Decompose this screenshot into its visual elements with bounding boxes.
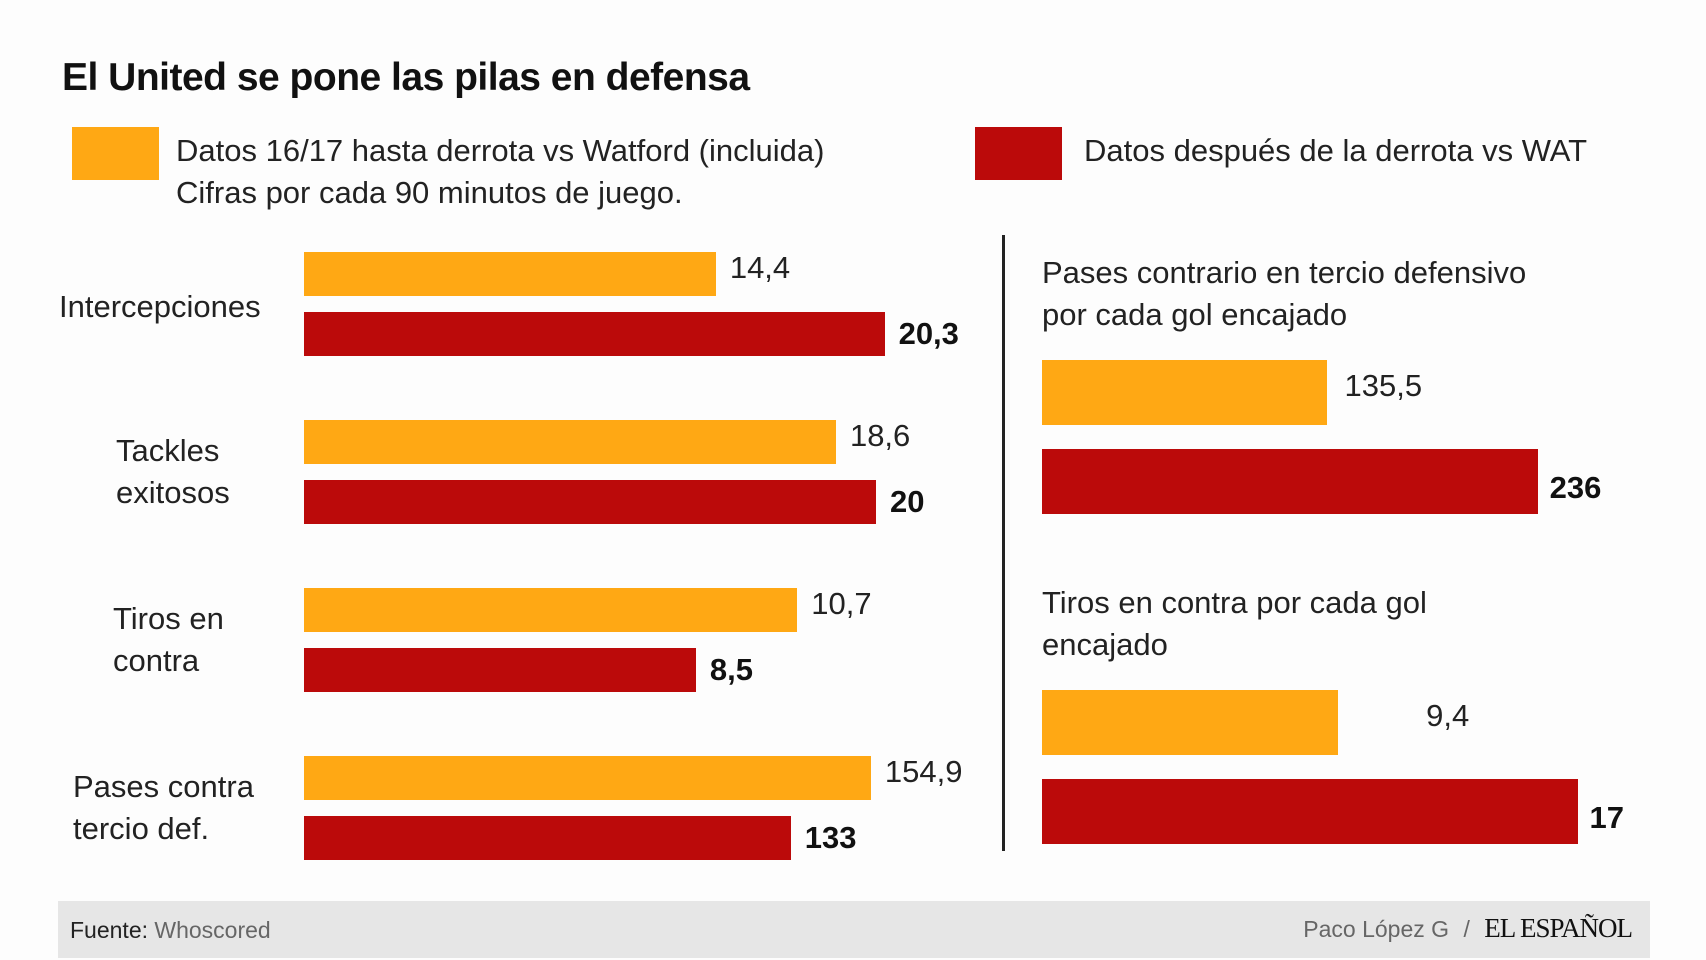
value-label-after: 236: [1549, 470, 1602, 505]
legend-label-before: Datos 16/17 hasta derrota vs Watford (in…: [176, 133, 825, 168]
source-value: Whoscored: [154, 917, 271, 943]
bar-after: [1042, 449, 1538, 514]
bar-after: [304, 312, 885, 356]
legend-swatch-after: [975, 127, 1062, 180]
bar-before: [304, 756, 871, 800]
legend-swatch-before: [72, 127, 159, 180]
category-label: Tiros en contra: [113, 598, 224, 682]
panel-title-line: Pases contrario en tercio defensivo: [1042, 255, 1527, 290]
bar-after: [304, 480, 876, 524]
value-label-before: 154,9: [884, 754, 963, 789]
value-label-before: 135,5: [1344, 368, 1423, 403]
value-label-after: 133: [804, 820, 857, 855]
category-label-line: Intercepciones: [59, 289, 261, 324]
footer: Fuente: Whoscored Paco López G / EL ESPA…: [58, 901, 1650, 958]
panel-title-line: encajado: [1042, 627, 1168, 662]
value-label-before: 10,7: [811, 586, 872, 621]
value-label-before: 9,4: [1426, 698, 1470, 733]
value-label-after: 20,3: [898, 316, 959, 351]
category-label-line: Pases contra: [73, 769, 254, 804]
category-label: Intercepciones: [59, 286, 261, 328]
value-label-after: 17: [1589, 800, 1624, 835]
bar-before: [304, 588, 798, 632]
category-label: Tackles exitosos: [116, 430, 230, 514]
category-label-line: Tackles: [116, 433, 220, 468]
author: Paco López G: [1303, 916, 1450, 942]
bar-after: [1042, 779, 1578, 844]
category-label-line: contra: [113, 643, 200, 678]
panel-title-line: por cada gol encajado: [1042, 297, 1348, 332]
panel-title: Pases contrario en tercio defensivo por c…: [1042, 252, 1526, 336]
source: Fuente: Whoscored: [70, 917, 271, 944]
panel-title-line: Tiros en contra por cada gol: [1042, 585, 1427, 620]
separator: /: [1463, 916, 1470, 942]
chart-subtitle: Cifras por cada 90 minutos de juego.: [176, 175, 683, 210]
category-label-line: Tiros en: [113, 601, 224, 636]
value-label-before: 18,6: [849, 418, 911, 453]
chart-title: El United se pone las pilas en defensa: [62, 56, 750, 99]
bar-before: [1042, 690, 1339, 755]
category-label-line: exitosos: [116, 475, 230, 510]
value-label-after: 8,5: [709, 652, 753, 687]
bar-before: [304, 252, 716, 296]
value-label-before: 14,4: [729, 250, 791, 285]
bar-after: [304, 816, 791, 860]
bar-before: [304, 420, 836, 464]
panel-title: Tiros en contra por cada gol encajado: [1042, 582, 1427, 666]
source-label: Fuente:: [70, 917, 148, 943]
category-label-line: tercio def.: [73, 811, 210, 846]
value-label-after: 20: [890, 484, 925, 519]
credits: Paco López G / EL ESPAÑOL: [1303, 913, 1633, 944]
category-label: Pases contra tercio def.: [73, 766, 254, 850]
divider: [1002, 235, 1005, 851]
bar-before: [1042, 360, 1327, 425]
legend-label-after: Datos después de la derrota vs WAT: [1084, 133, 1588, 168]
brand-logo: EL ESPAÑOL: [1484, 913, 1633, 943]
bar-after: [304, 648, 696, 692]
